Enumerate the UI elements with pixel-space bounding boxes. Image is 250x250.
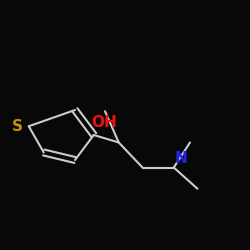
Text: N: N (175, 151, 188, 166)
Text: S: S (12, 119, 22, 134)
Text: OH: OH (91, 115, 116, 130)
